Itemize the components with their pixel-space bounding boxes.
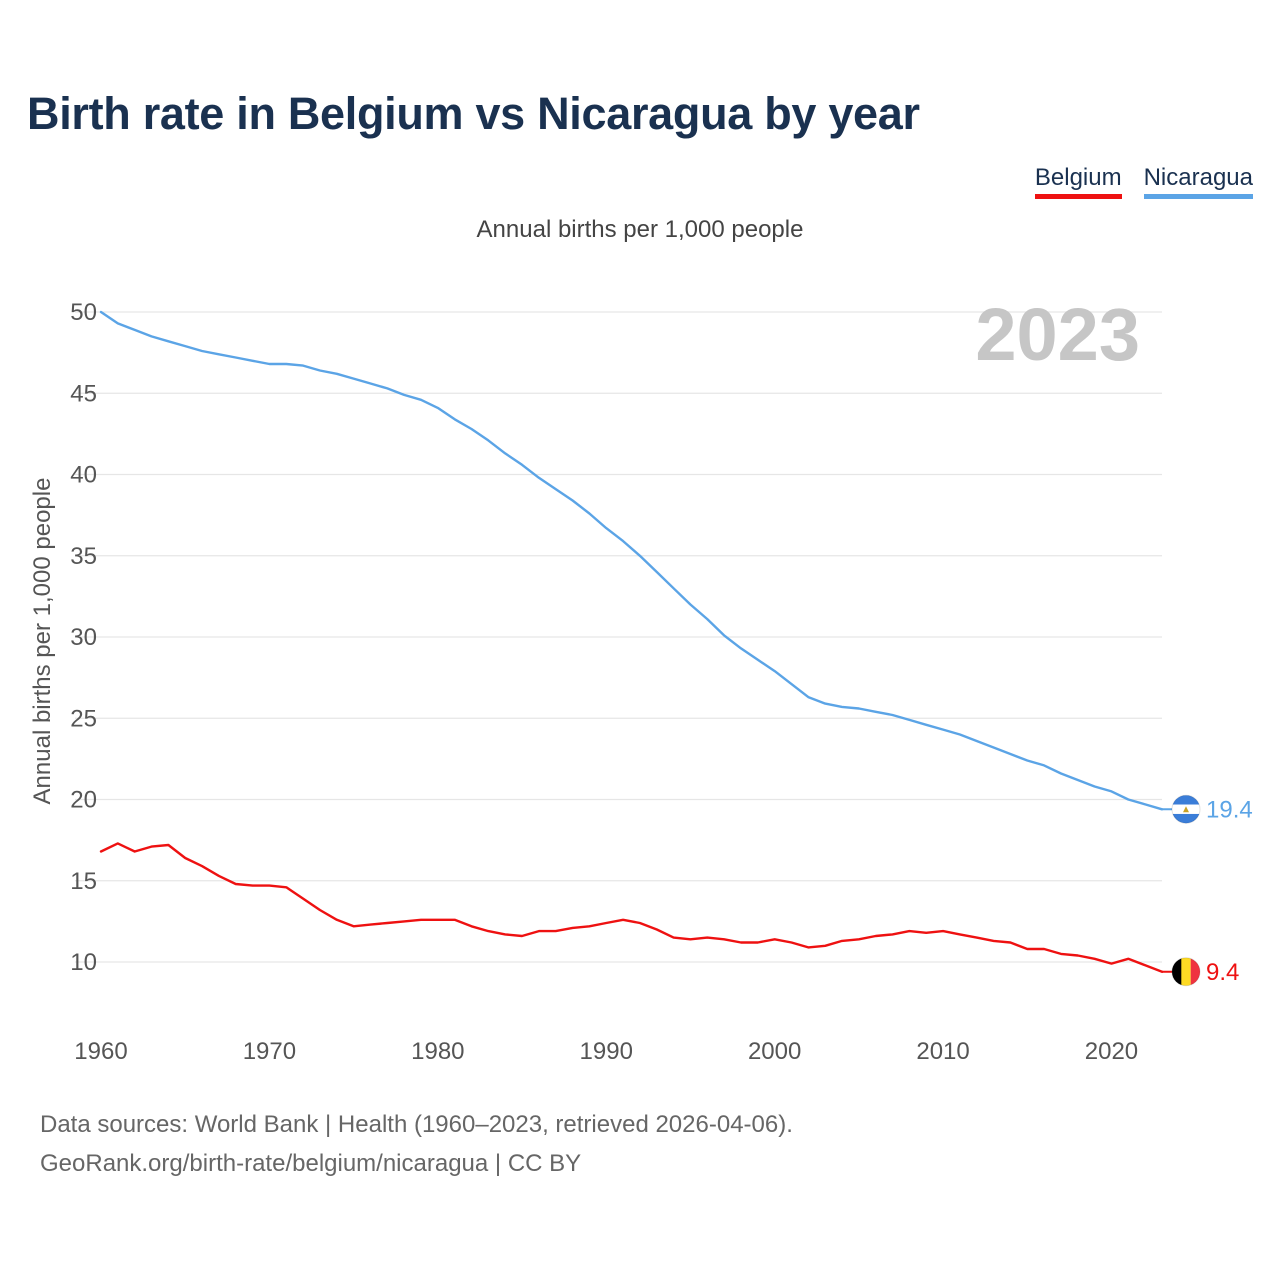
x-axis-ticks: 1960 1970 1980 1990 2000 2010 2020 (74, 1038, 1138, 1065)
series-line-belgium (99, 842, 1164, 973)
y-tick-label: 40 (70, 462, 97, 489)
y-tick-label: 15 (70, 868, 97, 895)
x-tick-label: 2020 (1085, 1038, 1138, 1065)
x-tick-label: 1980 (411, 1038, 464, 1065)
legend: Belgium Nicaragua (1034, 164, 1253, 199)
legend-item-nicaragua[interactable]: Nicaragua (1143, 164, 1253, 199)
x-tick-label: 1960 (74, 1038, 127, 1065)
x-tick-label: 2010 (916, 1038, 969, 1065)
footer: Data sources: World Bank | Health (1960–… (40, 1105, 793, 1183)
series-line-nicaragua (99, 310, 1164, 811)
y-tick-label: 35 (70, 543, 97, 570)
x-tick-label: 2000 (748, 1038, 801, 1065)
series-lines (99, 310, 1164, 973)
x-tick-label: 1990 (580, 1038, 633, 1065)
end-value-label-belgium: 9.4 (1206, 959, 1239, 986)
y-tick-label: 25 (70, 705, 97, 732)
y-axis-ticks: 10 15 20 25 30 35 40 45 50 (70, 299, 97, 976)
y-axis-title: Annual births per 1,000 people (29, 478, 56, 805)
y-tick-label: 30 (70, 624, 97, 651)
y-tick-label: 50 (70, 299, 97, 326)
data-source-note: Data sources: World Bank | Health (1960–… (40, 1111, 793, 1138)
legend-item-belgium[interactable]: Belgium (1034, 164, 1122, 199)
nicaragua-flag-icon (1172, 795, 1200, 824)
belgium-flag-icon (1172, 957, 1200, 986)
y-tick-label: 10 (70, 949, 97, 976)
y-tick-label: 45 (70, 380, 97, 407)
year-badge: 2023 (975, 293, 1140, 376)
y-tick-label: 20 (70, 787, 97, 814)
end-markers: 9.4 19.4 (1162, 794, 1253, 987)
x-tick-label: 1970 (243, 1038, 296, 1065)
attribution-link[interactable]: GeoRank.org/birth-rate/belgium/nicaragua… (40, 1150, 582, 1177)
page-title: Birth rate in Belgium vs Nicaragua by ye… (27, 88, 920, 139)
gridlines (75, 311, 1162, 963)
chart-subtitle: Annual births per 1,000 people (476, 216, 804, 243)
end-value-label-nicaragua: 19.4 (1206, 796, 1253, 823)
